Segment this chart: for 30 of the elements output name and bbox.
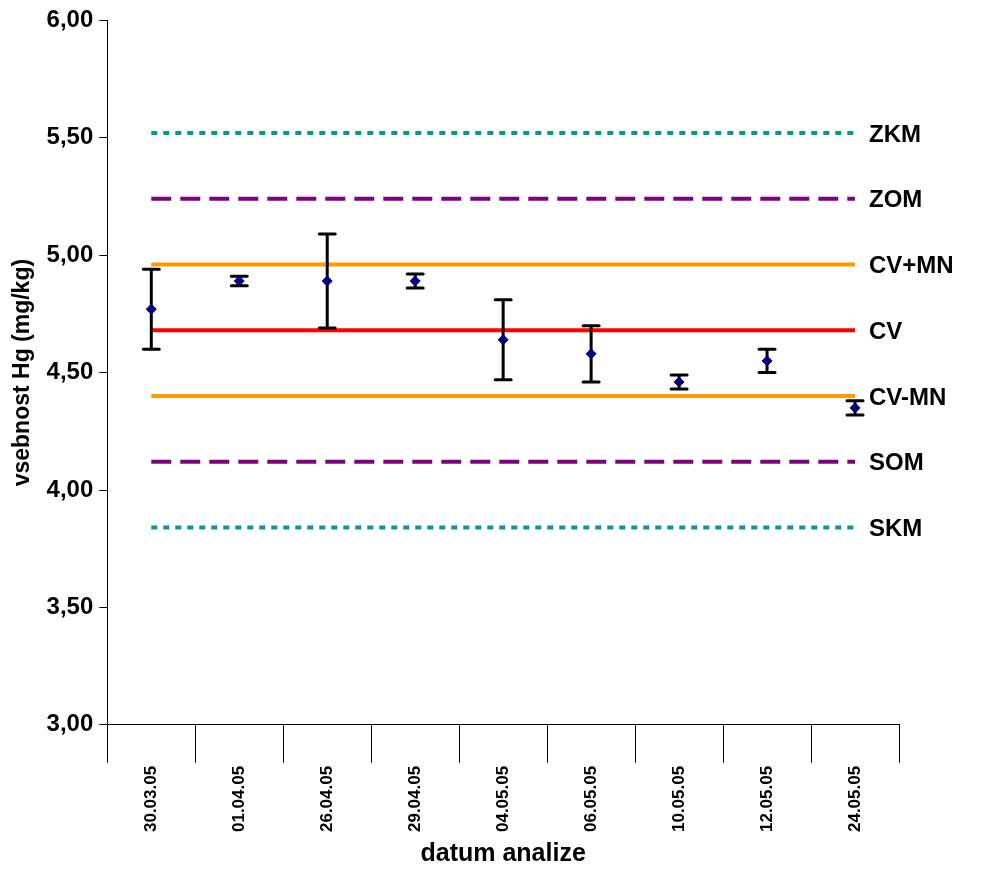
ref-line-label: SKM [869,514,923,542]
y-tick-label: 3,50 [46,592,94,620]
x-tick-label: 04.05.05 [492,765,512,833]
x-tick-label: 10.05.05 [668,765,688,833]
ref-line-label: CV+MN [869,251,954,279]
point [145,303,157,315]
x-tick-label: 30.03.05 [140,765,160,833]
x-axis-title: datum analize [420,837,586,866]
x-tick-label: 24.05.05 [844,765,864,833]
y-tick-label: 5,00 [46,239,94,267]
x-tick-label: 26.04.05 [316,765,336,833]
y-axis-title: vsebnost Hg (mg/kg) [8,258,35,487]
x-tick-label: 29.04.05 [404,765,424,833]
ref-line-label: SOM [869,448,924,476]
point [585,348,597,360]
ref-line-label: ZOM [869,185,923,213]
y-tick-label: 5,50 [46,122,94,150]
ref-line-label: ZKM [869,119,921,147]
y-tick-label: 3,00 [46,709,94,737]
point [321,275,333,287]
x-tick-label: 01.04.05 [228,765,248,833]
y-tick-label: 6,00 [46,5,94,33]
x-tick-label: 12.05.05 [756,765,776,833]
x-tick-label: 06.05.05 [580,765,600,833]
y-tick-label: 4,50 [46,357,94,385]
ref-line-label: CV [869,316,903,344]
point [497,334,509,346]
y-tick-label: 4,00 [46,474,94,502]
point [761,355,773,367]
ref-line-label: CV-MN [869,382,947,410]
